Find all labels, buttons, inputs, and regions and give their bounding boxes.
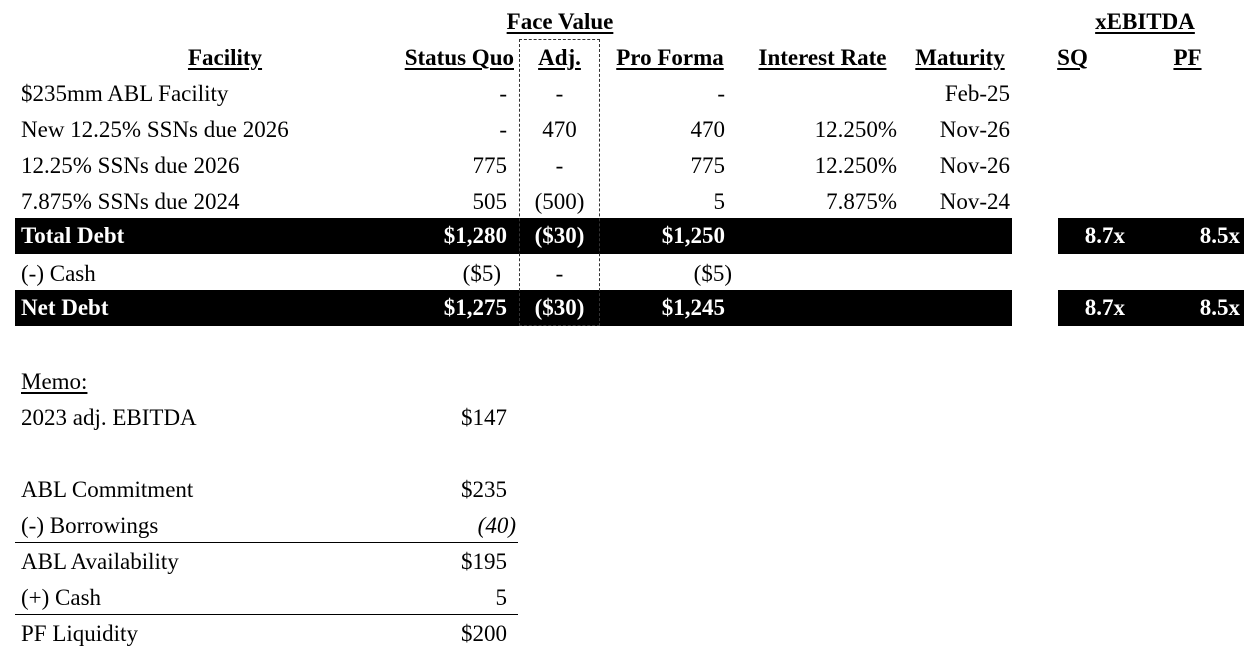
- facility-column-header: Facility: [187, 45, 263, 70]
- memo-title: Memo:: [21, 369, 88, 394]
- net-debt-label: Net Debt: [21, 295, 109, 320]
- status-quo-value: 505: [472, 189, 508, 214]
- abl-availability-value: $195: [461, 549, 507, 574]
- adj-value: 470: [542, 117, 577, 142]
- interest-rate-value: 7.875%: [826, 189, 897, 214]
- maturity-column-header: Maturity: [915, 45, 1005, 70]
- total-debt-status-quo: $1,280: [443, 223, 507, 248]
- memo-divider-1: [15, 542, 518, 543]
- net-debt-adj: ($30): [534, 295, 585, 320]
- interest-rate-value: 12.250%: [814, 153, 897, 178]
- net-debt-pro-forma: $1,245: [661, 295, 725, 320]
- adj-value: (500): [534, 189, 585, 214]
- pro-forma-value: 775: [690, 153, 726, 178]
- pro-forma-value: 5: [713, 189, 726, 214]
- adj-column-highlight-box: [519, 39, 600, 326]
- adj-value: -: [555, 153, 564, 178]
- cash-label: (-) Cash: [21, 261, 96, 286]
- status-quo-value: -: [499, 117, 507, 142]
- maturity-value: Feb-25: [944, 81, 1010, 106]
- sq-column-header: SQ: [1057, 45, 1088, 70]
- interest-rate-column-header: Interest Rate: [758, 45, 887, 70]
- total-debt-multiple-band: [1058, 218, 1244, 254]
- memo-divider-2: [15, 614, 518, 615]
- total-debt-band: [15, 218, 1012, 254]
- pf-liquidity-value: $200: [461, 621, 507, 646]
- abl-availability-label: ABL Availability: [21, 549, 179, 574]
- net-debt-sq-multiple: 8.7x: [1084, 295, 1125, 320]
- plus-cash-label: (+) Cash: [21, 585, 102, 610]
- total-debt-pf-multiple: 8.5x: [1199, 223, 1240, 248]
- adj-column-header: Adj.: [538, 45, 581, 70]
- net-debt-pf-multiple: 8.5x: [1199, 295, 1240, 320]
- pro-forma-column-header: Pro Forma: [616, 45, 724, 70]
- net-debt-status-quo: $1,275: [443, 295, 507, 320]
- total-debt-label: Total Debt: [21, 223, 125, 248]
- plus-cash-value: 5: [495, 585, 508, 610]
- total-debt-adj: ($30): [534, 223, 585, 248]
- face-value-header: Face Value: [506, 9, 614, 34]
- borrowings-value: (40): [477, 513, 516, 538]
- status-quo-value: 775: [472, 153, 508, 178]
- net-debt-band: [15, 290, 1012, 326]
- net-debt-multiple-band: [1058, 290, 1244, 326]
- total-debt-sq-multiple: 8.7x: [1084, 223, 1125, 248]
- interest-rate-value: 12.250%: [814, 117, 897, 142]
- ebitda-label: 2023 adj. EBITDA: [21, 405, 197, 430]
- borrowings-label: (-) Borrowings: [21, 513, 159, 538]
- adj-value: -: [555, 81, 564, 106]
- status-quo-column-header: Status Quo: [404, 45, 514, 70]
- xebitda-header: xEBITDA: [1095, 9, 1195, 34]
- cash-status-quo: ($5): [462, 261, 501, 286]
- pf-column-header: PF: [1173, 45, 1202, 70]
- abl-commitment-label: ABL Commitment: [21, 477, 194, 502]
- status-quo-value: -: [499, 81, 507, 106]
- facility-name: 7.875% SSNs due 2024: [21, 189, 240, 214]
- facility-name: New 12.25% SSNs due 2026: [21, 117, 289, 142]
- maturity-value: Nov-26: [939, 117, 1010, 142]
- pf-liquidity-label: PF Liquidity: [21, 621, 138, 646]
- interest-rate-value: [740, 76, 897, 112]
- cash-pro-forma: ($5): [693, 261, 732, 286]
- maturity-value: Nov-26: [939, 153, 1010, 178]
- pro-forma-value: 470: [690, 117, 726, 142]
- cash-adj: -: [555, 261, 564, 286]
- total-debt-pro-forma: $1,250: [661, 223, 725, 248]
- abl-commitment-value: $235: [461, 477, 507, 502]
- maturity-value: Nov-24: [939, 189, 1010, 214]
- ebitda-value: $147: [461, 405, 507, 430]
- facility-name: 12.25% SSNs due 2026: [21, 153, 240, 178]
- facility-name: $235mm ABL Facility: [21, 81, 229, 106]
- pro-forma-value: -: [717, 81, 725, 106]
